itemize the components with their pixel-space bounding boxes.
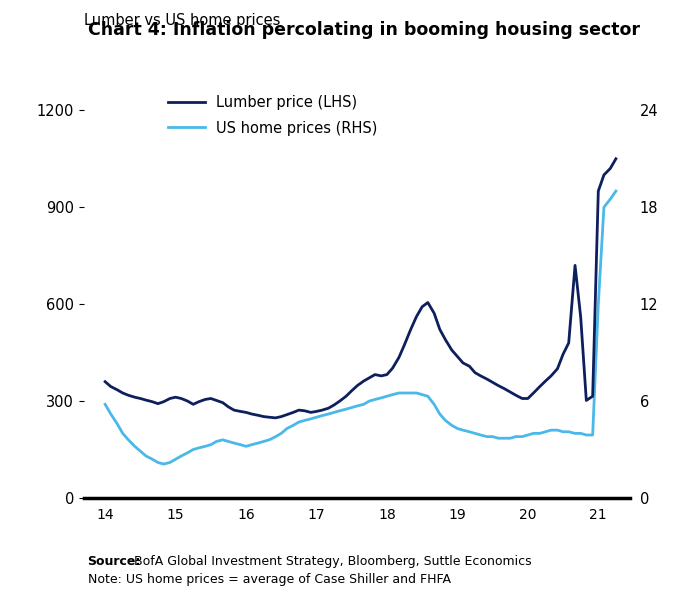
Text: Note: US home prices = average of Case Shiller and FHFA: Note: US home prices = average of Case S… [88, 573, 451, 586]
Text: BofA Global Investment Strategy, Bloomberg, Suttle Economics: BofA Global Investment Strategy, Bloombe… [130, 555, 531, 568]
Text: Lumber vs US home prices: Lumber vs US home prices [84, 13, 281, 28]
Text: Source:: Source: [88, 555, 141, 568]
Legend: Lumber price (LHS), US home prices (RHS): Lumber price (LHS), US home prices (RHS) [162, 89, 384, 142]
Text: Chart 4: Inflation percolating in booming housing sector: Chart 4: Inflation percolating in boomin… [88, 21, 640, 39]
